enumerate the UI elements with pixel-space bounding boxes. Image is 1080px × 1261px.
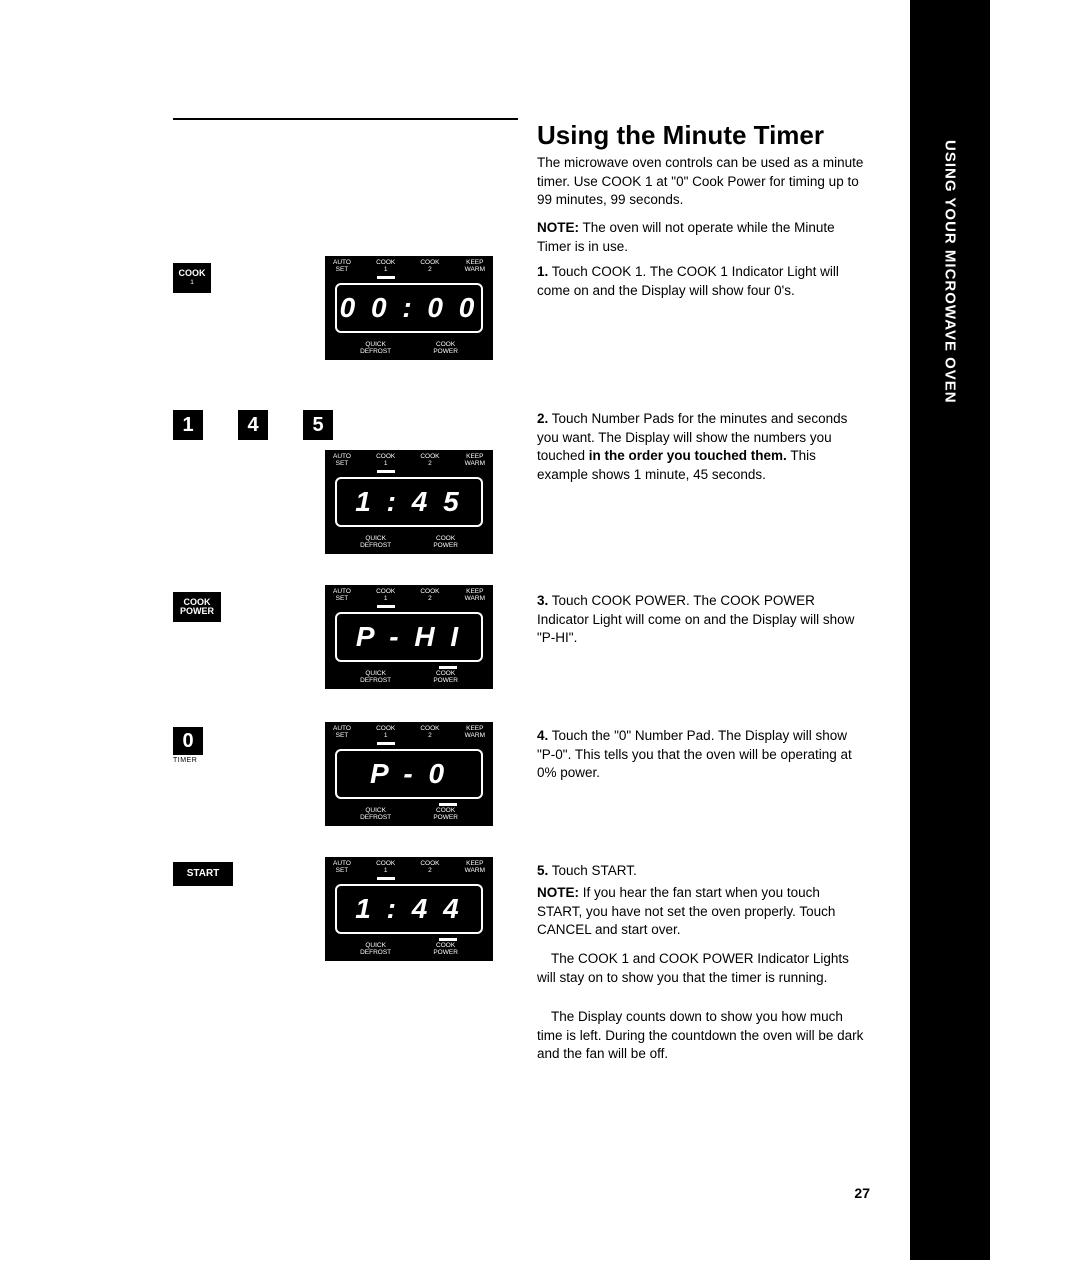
step-number: 5. <box>537 863 548 878</box>
step-text: Touch START. <box>548 863 637 878</box>
key-line2: 1 <box>190 280 194 287</box>
timer-label: TIMER <box>173 757 197 764</box>
section-title: Using the Minute Timer <box>537 120 824 151</box>
panel-top-labels: AUTO SETCOOK 1COOK 2KEEP WARM <box>325 726 493 740</box>
keypad-5: 5 <box>303 410 333 440</box>
manual-page: USING YOUR MICROWAVE OVEN Using the Minu… <box>0 0 1080 1261</box>
panel-bottom-labels: QUICK DEFROSTCOOK POWER <box>325 808 493 822</box>
lcd-text: P - 0 <box>370 758 448 790</box>
step-text: Touch the "0" Number Pad. The Display wi… <box>537 728 852 780</box>
label-auto-set: AUTO SET <box>333 260 351 274</box>
display-panel-4: AUTO SETCOOK 1COOK 2KEEP WARM P - 0 QUIC… <box>325 722 493 826</box>
label-quick-defrost: QUICK DEFROST <box>360 342 391 356</box>
horizontal-rule <box>173 118 518 120</box>
keypad-4: 4 <box>238 410 268 440</box>
panel-top-labels: AUTO SETCOOK 1COOK 2KEEP WARM <box>325 589 493 603</box>
panel-top-labels: AUTO SETCOOK 1COOK 2KEEP WARM <box>325 861 493 875</box>
cook-power-indicator <box>439 938 457 941</box>
display-panel-5: AUTO SETCOOK 1COOK 2KEEP WARM 1 : 4 4 QU… <box>325 857 493 961</box>
keypad-0: 0 <box>173 727 203 755</box>
step-4: 4. Touch the "0" Number Pad. The Display… <box>537 727 867 783</box>
note2-label: NOTE: <box>537 885 579 900</box>
start-key: START <box>173 862 233 886</box>
step-number: 1. <box>537 264 548 279</box>
step-number: 3. <box>537 593 548 608</box>
lcd-text: 0 0 : 0 0 <box>340 292 479 324</box>
lcd-text: 1 : 4 4 <box>355 893 462 925</box>
step-number: 4. <box>537 728 548 743</box>
cook1-indicator <box>377 605 395 608</box>
lcd-text: 1 : 4 5 <box>355 486 462 518</box>
step-text-bold: in the order you touched them. <box>589 448 787 463</box>
side-tab-label: USING YOUR MICROWAVE OVEN <box>942 140 959 404</box>
key-line2: POWER <box>180 607 214 616</box>
display-panel-2: AUTO SETCOOK 1COOK 2KEEP WARM 1 : 4 5 QU… <box>325 450 493 554</box>
after-paragraph-1: The COOK 1 and COOK POWER Indicator Ligh… <box>537 950 867 987</box>
side-tab: USING YOUR MICROWAVE OVEN <box>910 0 990 1260</box>
step-1: 1. Touch COOK 1. The COOK 1 Indicator Li… <box>537 263 867 300</box>
cook-power-indicator <box>439 803 457 806</box>
note2-text: If you hear the fan start when you touch… <box>537 885 835 937</box>
cook1-indicator <box>377 470 395 473</box>
step-text: Touch COOK POWER. The COOK POWER Indicat… <box>537 593 854 645</box>
display-panel-1: AUTO SET COOK 1 COOK 2 KEEP WARM 0 0 : 0… <box>325 256 493 360</box>
label-keep-warm: KEEP WARM <box>465 260 485 274</box>
cook-power-key: COOK POWER <box>173 592 221 622</box>
note-text: The oven will not operate while the Minu… <box>537 220 835 254</box>
step-number: 2. <box>537 411 548 426</box>
lcd-screen: 0 0 : 0 0 <box>335 283 483 333</box>
panel-top-labels: AUTO SET COOK 1 COOK 2 KEEP WARM <box>325 260 493 274</box>
step-3: 3. Touch COOK POWER. The COOK POWER Indi… <box>537 592 867 648</box>
cook1-indicator <box>377 877 395 880</box>
label-cook-power: COOK POWER <box>433 342 458 356</box>
panel-top-labels: AUTO SETCOOK 1COOK 2KEEP WARM <box>325 454 493 468</box>
cook1-indicator <box>377 742 395 745</box>
panel-bottom-labels: QUICK DEFROST COOK POWER <box>325 342 493 356</box>
step-2: 2. Touch Number Pads for the minutes and… <box>537 410 867 485</box>
panel-bottom-labels: QUICK DEFROSTCOOK POWER <box>325 671 493 685</box>
panel-bottom-labels: QUICK DEFROSTCOOK POWER <box>325 943 493 957</box>
lcd-screen: 1 : 4 5 <box>335 477 483 527</box>
lcd-screen: P - 0 <box>335 749 483 799</box>
after-paragraph-2: The Display counts down to show you how … <box>537 1008 867 1064</box>
keypad-1: 1 <box>173 410 203 440</box>
note-label: NOTE: <box>537 220 579 235</box>
label-cook-1: COOK 1 <box>376 260 395 274</box>
cook1-key: COOK 1 <box>173 263 211 293</box>
cook1-indicator <box>377 276 395 279</box>
panel-bottom-labels: QUICK DEFROSTCOOK POWER <box>325 536 493 550</box>
note-2: NOTE: If you hear the fan start when you… <box>537 884 867 940</box>
intro-paragraph: The microwave oven controls can be used … <box>537 154 867 210</box>
lcd-screen: P - H I <box>335 612 483 662</box>
key-label: START <box>187 869 220 880</box>
lcd-screen: 1 : 4 4 <box>335 884 483 934</box>
cook-power-indicator <box>439 666 457 669</box>
lcd-text: P - H I <box>356 621 462 653</box>
label-cook-2: COOK 2 <box>420 260 439 274</box>
step-text: Touch COOK 1. The COOK 1 Indicator Light… <box>537 264 839 298</box>
page-number: 27 <box>854 1185 870 1201</box>
key-line1: COOK <box>179 269 206 278</box>
note-paragraph: NOTE: The oven will not operate while th… <box>537 219 867 256</box>
display-panel-3: AUTO SETCOOK 1COOK 2KEEP WARM P - H I QU… <box>325 585 493 689</box>
step-5: 5. Touch START. <box>537 862 867 881</box>
